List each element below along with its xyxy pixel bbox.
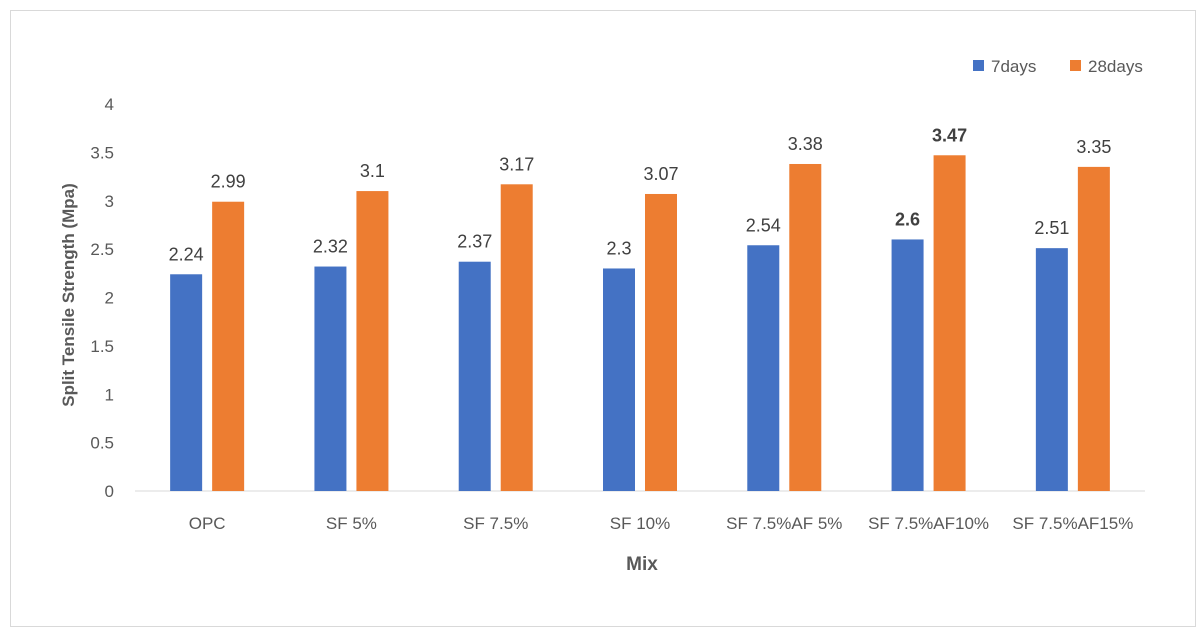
x-tick-label: OPC <box>189 514 226 533</box>
data-label-28days: 3.17 <box>499 154 534 174</box>
data-labels-group: 2.24 2.99 2.32 3.1 2.37 3.17 2.3 3.07 2.54 3.38 2.… <box>169 125 1112 264</box>
x-tick-label: SF 10% <box>610 514 670 533</box>
bar-28days <box>789 163 822 492</box>
y-tick-label: 2.5 <box>90 240 114 259</box>
data-label-7days: 2.32 <box>313 237 348 257</box>
y-tick-label: 0 <box>105 482 114 501</box>
y-axis: 0 0.5 1 1.5 2 2.5 3 3.5 4 <box>90 95 114 501</box>
x-tick-label: SF 7.5%AF 5% <box>726 514 842 533</box>
bar-7days <box>314 266 347 491</box>
data-label-7days: 2.24 <box>169 244 204 264</box>
bar-28days <box>500 184 533 492</box>
data-label-28days: 2.99 <box>211 172 246 192</box>
legend-swatch-28days <box>1070 60 1081 71</box>
data-label-28days: 3.47 <box>932 125 967 145</box>
data-label-28days: 3.35 <box>1076 137 1111 157</box>
data-label-28days: 3.38 <box>788 134 823 154</box>
bar-28days <box>1077 166 1110 491</box>
data-label-28days: 3.1 <box>360 161 385 181</box>
chart-frame <box>10 10 1196 627</box>
x-tick-label: SF 5% <box>326 514 377 533</box>
y-tick-label: 1.5 <box>90 337 114 356</box>
legend: 7days 28days <box>973 57 1143 76</box>
bars-group <box>170 155 1110 492</box>
y-axis-title: Split Tensile Strength (Mpa) <box>59 183 78 407</box>
bar-7days <box>170 274 203 491</box>
data-label-7days: 2.3 <box>606 238 631 258</box>
x-axis-title: Mix <box>626 554 658 575</box>
y-tick-label: 0.5 <box>90 434 114 453</box>
legend-label-7days: 7days <box>991 57 1036 76</box>
y-axis-title-spellcheck-underline <box>79 425 87 440</box>
legend-swatch-7days <box>973 60 984 71</box>
legend-label-28days: 28days <box>1088 57 1143 76</box>
bar-28days <box>212 201 245 491</box>
y-tick-label: 4 <box>105 95 114 114</box>
x-tick-label: SF 7.5%AF10% <box>868 514 989 533</box>
x-tick-label: SF 7.5%AF15% <box>1012 514 1133 533</box>
bar-7days <box>458 261 491 491</box>
data-label-7days: 2.37 <box>457 232 492 252</box>
bar-28days <box>933 155 966 491</box>
x-tick-label: SF 7.5% <box>463 514 528 533</box>
bar-7days <box>1035 248 1068 491</box>
y-tick-label: 3.5 <box>90 143 114 162</box>
bar-7days <box>603 268 635 491</box>
x-axis: OPC SF 5% SF 7.5% SF 10% SF 7.5%AF 5% SF 7.5%… <box>135 490 1145 533</box>
bar-7days <box>747 245 780 491</box>
data-label-7days: 2.54 <box>746 215 781 235</box>
bar-7days <box>891 239 924 491</box>
y-tick-label: 3 <box>105 192 114 211</box>
y-tick-label: 2 <box>105 289 114 308</box>
data-label-7days: 2.6 <box>895 209 920 229</box>
y-tick-label: 1 <box>105 385 114 404</box>
data-label-28days: 3.07 <box>643 164 678 184</box>
data-label-7days: 2.51 <box>1034 218 1069 238</box>
bar-28days <box>356 191 389 491</box>
bar-28days <box>645 193 677 492</box>
